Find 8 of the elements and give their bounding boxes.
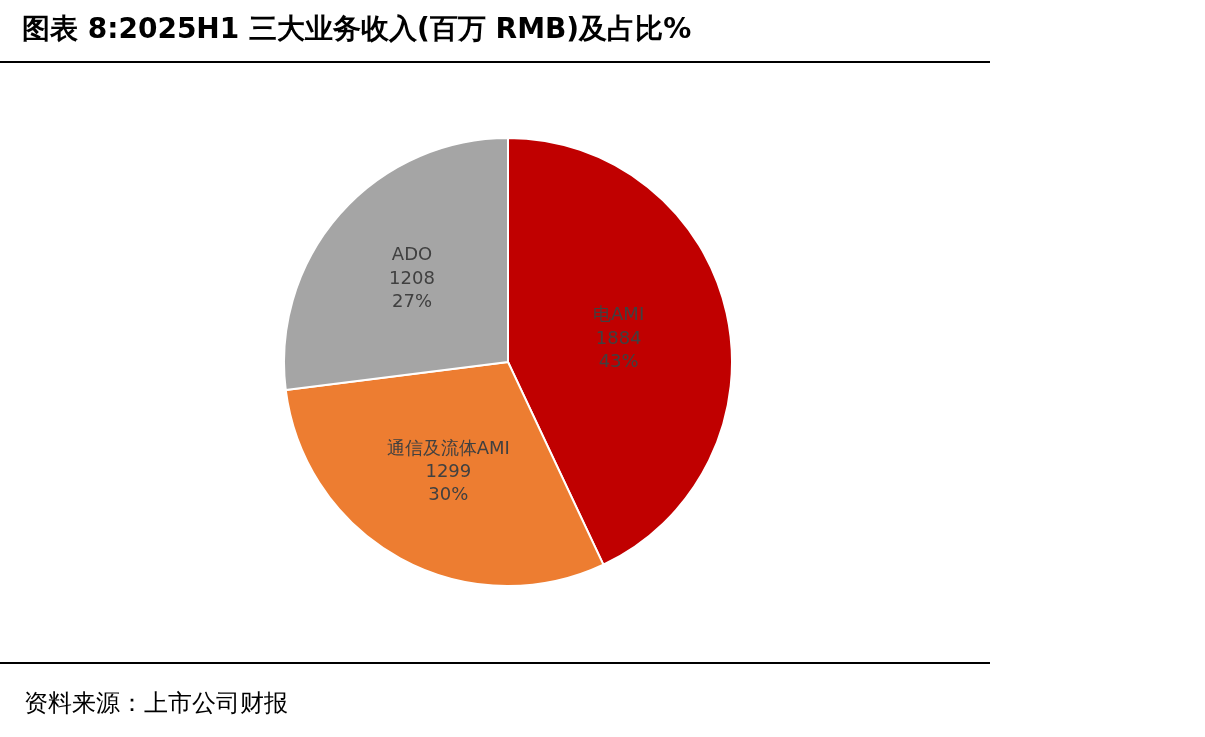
data-label: 1884 43% <box>595 326 642 372</box>
slice-label: 通信及流体AMI <box>386 436 510 458</box>
chart-title: 图表 8:2025H1 三大业务收入(百万 RMB)及占比% <box>22 12 692 45</box>
slice-label: ADO <box>391 243 433 265</box>
data-label: 1208 27% <box>389 266 435 312</box>
text: 资料来源：上市公司财报 <box>24 689 288 717</box>
slice-label: 电AMI <box>593 303 645 325</box>
data-label: 1299 30% <box>425 460 472 505</box>
